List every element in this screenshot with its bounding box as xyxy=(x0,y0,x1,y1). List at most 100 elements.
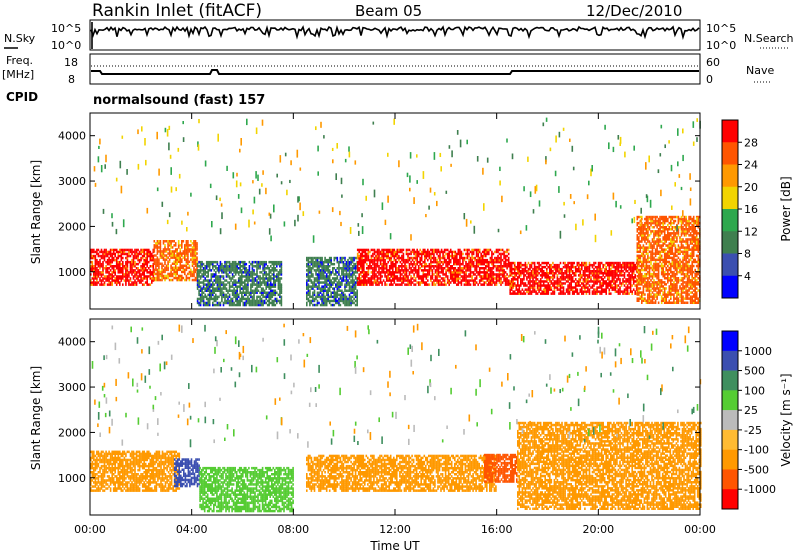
scatter-cell-3 xyxy=(306,301,308,305)
scatter-cell-2 xyxy=(234,269,237,272)
scatter-cell-2 xyxy=(210,293,213,297)
scatter-cell-2 xyxy=(212,285,214,288)
scatter-cell-0 xyxy=(93,273,95,276)
scatter-cell-0 xyxy=(131,250,133,254)
scatter-cell-5 xyxy=(564,282,566,285)
scatter-cell-2 xyxy=(236,297,238,301)
scatter-cell-3 xyxy=(330,273,332,276)
scatter-cell-4 xyxy=(495,248,498,252)
scatter-cell-1 xyxy=(191,270,194,274)
scatter-cell-6 xyxy=(647,264,649,268)
scatter-cell-4 xyxy=(413,248,415,252)
scatter-cell-2 xyxy=(210,283,213,286)
scatter-cell-3 xyxy=(321,303,323,307)
scatter-cell-3 xyxy=(316,277,319,280)
scatter-cell-3 xyxy=(347,258,349,262)
scatter-cell-3 xyxy=(321,281,323,284)
scatter-cell-3 xyxy=(307,285,310,288)
scatter-cell-1 xyxy=(168,248,171,251)
scatter-cell-5 xyxy=(533,261,536,265)
scatter-cell-4 xyxy=(363,258,365,262)
scatter-cell-4 xyxy=(361,252,364,256)
scatter-cell-4 xyxy=(485,248,487,252)
scatter-cell-2 xyxy=(202,299,205,303)
scatter-cell-6 xyxy=(645,236,648,239)
scatter-cell-4 xyxy=(378,277,380,280)
scatter-cell-0 xyxy=(141,265,144,268)
scatter-cell-5 xyxy=(603,288,606,291)
scatter-cell-3 xyxy=(306,293,308,297)
scatter-cell-4 xyxy=(372,252,374,256)
scatter-cell-2 xyxy=(251,262,254,266)
scatter-cell-6 xyxy=(638,215,640,219)
scatter-cell-3 xyxy=(354,267,357,270)
scatter-cell-1 xyxy=(173,262,175,265)
scatter-cell-4 xyxy=(506,262,508,266)
scatter-cell-1 xyxy=(173,260,175,263)
scatter-cell-5 xyxy=(611,284,614,287)
scatter-cell-4 xyxy=(356,254,359,258)
scatter-cell-4 xyxy=(420,275,423,278)
scatter-cell-0 xyxy=(119,269,121,272)
scatter-cell-2 xyxy=(228,285,231,288)
scatter-cell-2 xyxy=(221,289,223,292)
scatter-cell-3 xyxy=(333,299,336,303)
scatter-cell-2 xyxy=(248,301,251,305)
scatter-cell-3 xyxy=(316,258,319,262)
scatter-cell-1 xyxy=(170,246,172,249)
scatter-cell-5 xyxy=(625,261,627,265)
scatter-cell-3 xyxy=(309,260,311,264)
scatter-cell-4 xyxy=(411,256,414,260)
scatter-cell-4 xyxy=(375,267,377,270)
scatter-cell-2 xyxy=(273,293,275,297)
scatter-cell-3 xyxy=(351,291,354,294)
scatter-cell-4 xyxy=(381,258,383,262)
scatter-cell-4 xyxy=(459,248,461,252)
scatter-cell-0 xyxy=(146,250,148,254)
scatter-cell-2 xyxy=(212,287,214,290)
scatter-cell-3 xyxy=(315,273,317,276)
scatter-cell-3 xyxy=(315,265,317,268)
scatter-cell-0 xyxy=(137,271,139,274)
scatter-cell-4 xyxy=(405,248,408,252)
scatter-cell-2 xyxy=(202,283,205,286)
scatter-cell-2 xyxy=(276,277,278,280)
scatter-cell-3 xyxy=(313,283,316,286)
scatter-cell-2 xyxy=(213,265,216,268)
scatter-cell-3 xyxy=(347,267,349,270)
scatter-cell-3 xyxy=(306,275,308,278)
scatter-cell-5 xyxy=(626,278,629,281)
scatter-cell-2 xyxy=(218,279,220,282)
scatter-cell-2 xyxy=(260,283,263,286)
scatter-cell-2 xyxy=(205,260,208,264)
scatter-cell-4 xyxy=(475,281,478,284)
scatter-cell-2 xyxy=(242,297,245,301)
scatter-cell-0 xyxy=(112,256,115,260)
scatter-cell-1 xyxy=(196,258,198,261)
scatter-cell-2 xyxy=(247,279,249,282)
scatter-cell-4 xyxy=(384,258,386,262)
scatter-cell-3 xyxy=(324,299,326,303)
scatter-cell-2 xyxy=(274,299,277,303)
scatter-cell-3 xyxy=(333,291,336,294)
scatter-cell-4 xyxy=(416,269,418,272)
scatter-cell-3 xyxy=(353,281,355,284)
scatter-cell-2 xyxy=(244,269,246,272)
scatter-cell-0 xyxy=(99,271,101,274)
scatter-cell-4 xyxy=(481,250,484,254)
scatter-cell-2 xyxy=(273,273,275,276)
scatter-cell-1 xyxy=(179,266,182,270)
scatter-cell-3 xyxy=(322,277,325,280)
scatter-cell-2 xyxy=(205,301,208,305)
scatter-cell-4 xyxy=(402,265,405,268)
scatter-cell-4 xyxy=(446,260,449,264)
scatter-cell-1 xyxy=(165,268,168,272)
scatter-cell-0 xyxy=(91,260,94,264)
scatter-cell-5 xyxy=(626,270,629,273)
scatter-cell-2 xyxy=(277,277,280,280)
scatter-cell-2 xyxy=(202,269,205,272)
scatter-cell-3 xyxy=(348,260,351,264)
scatter-cell-3 xyxy=(322,265,325,268)
scatter-cell-3 xyxy=(328,301,331,305)
scatter-cell-1 xyxy=(165,248,168,251)
